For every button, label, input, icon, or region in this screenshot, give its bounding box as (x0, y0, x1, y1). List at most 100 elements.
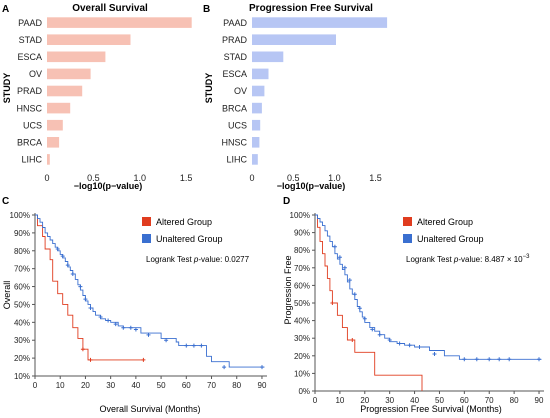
chart-d-unaltered-group-censor-mark (487, 357, 492, 362)
chart-a-category-label: PAAD (18, 18, 42, 28)
chart-c-unaltered-group-censor-mark (146, 332, 151, 337)
chart-c-xlabel: Overall Survival (Months) (99, 404, 200, 414)
chart-b-title: Progression Free Survival (249, 3, 373, 14)
chart-d-altered-group-censor-mark (330, 301, 335, 305)
chart-d-unaltered-group-censor-mark (417, 345, 422, 349)
chart-a-bar-hnsc (47, 102, 71, 114)
panel-letter-b: B (203, 4, 210, 15)
chart-c-x-tick-label: 60 (182, 381, 191, 390)
chart-c-unaltered-group-censor-mark (98, 315, 103, 319)
chart-b-tick-label: 1.5 (369, 173, 382, 183)
chart-c-ylabel: Overall (2, 281, 12, 310)
chart-d-unaltered-group-censor-mark (357, 306, 362, 311)
chart-b-bar-ov (252, 85, 265, 97)
chart-c-x-tick-label: 80 (232, 381, 241, 390)
panel-letter-d: D (283, 196, 290, 207)
chart-c-y-tick-label: 10% (14, 372, 30, 381)
legend-d-altered-label: Altered Group (417, 217, 473, 227)
chart-d-x-tick-label: 0 (313, 396, 318, 405)
panel-b: Progression Free Survival STUDY −log10(p… (204, 3, 388, 191)
chart-a-category-label: STAD (19, 35, 43, 45)
chart-d-logrank-annotation: Logrank Test p-value: 8.487 × 10−3 (406, 254, 530, 264)
chart-d-altered-group-censor-mark (350, 338, 355, 342)
chart-c-unaltered-group-censor-mark (65, 263, 70, 268)
chart-a-bar-lihc (47, 154, 50, 165)
chart-a-category-label: ESCA (17, 52, 42, 62)
legend-c-unaltered-label: Unaltered Group (156, 234, 223, 244)
chart-a-tick-label: 0.5 (87, 173, 100, 183)
chart-c-x-tick-label: 40 (131, 381, 140, 390)
chart-c-unaltered-group-censor-mark (121, 325, 126, 330)
chart-c-y-tick-label: 100% (10, 211, 30, 220)
legend-d-altered-swatch (403, 217, 412, 226)
chart-b-xlabel: −log10(p−value) (277, 181, 346, 191)
chart-c-logrank-annotation: Logrank Test p-value: 0.0277 (146, 255, 250, 264)
chart-d-y-tick-label: 70% (294, 264, 310, 273)
chart-a-bar-esca (47, 51, 106, 63)
chart-a-xlabel: −log10(p−value) (74, 181, 143, 191)
chart-c-unaltered-group-censor-mark (83, 297, 88, 302)
chart-d-altered-group-curve (315, 214, 423, 391)
chart-c-altered-group-censor-mark (141, 357, 146, 362)
chart-a-tick-label: 1.0 (133, 173, 146, 183)
chart-d-y-tick-label: 0% (298, 387, 310, 396)
chart-d-x-tick-label: 10 (335, 396, 344, 405)
chart-a-category-label: LIHC (21, 155, 42, 165)
legend-d-unaltered-label: Unaltered Group (417, 234, 484, 244)
chart-d-unaltered-group-censor-mark (387, 338, 392, 342)
chart-b-category-label: UCS (228, 120, 247, 130)
chart-b-category-label: HNSC (221, 138, 247, 148)
chart-c-x-tick-label: 70 (207, 381, 216, 390)
chart-c-x-tick-label: 50 (157, 381, 166, 390)
chart-c-plot: 10% 20% 30% 40% 50% 60% 70% 80% 90% 100% 0 10 20 30 40… (10, 211, 267, 390)
chart-d-unaltered-group-censor-mark (507, 357, 512, 362)
chart-b-tick-label: 0.5 (287, 173, 300, 183)
chart-d-plot: 0% 10% 20% 30% 40% 50% 60% 70% 80% 90% 100% 0 10 20 30… (290, 211, 544, 405)
chart-d-ylabel: Progression Free (283, 255, 293, 324)
legend-c-unaltered-swatch (142, 234, 151, 243)
chart-c-y-tick-label: 40% (14, 318, 30, 327)
chart-c-unaltered-group-censor-mark (106, 318, 111, 323)
chart-d-y-tick-label: 90% (294, 229, 310, 238)
chart-d-y-tick-label: 100% (290, 211, 310, 220)
chart-d-unaltered-group-censor-mark (337, 255, 342, 260)
chart-b-tick-label: 1.0 (328, 173, 341, 183)
chart-d-x-tick-label: 40 (410, 396, 419, 405)
chart-b-category-label: PAAD (223, 18, 247, 28)
chart-a-tick-label: 0 (44, 173, 49, 183)
chart-d-x-tick-label: 80 (510, 396, 519, 405)
chart-d-x-tick-label: 70 (485, 396, 494, 405)
chart-c-unaltered-group-censor-mark (199, 343, 204, 348)
chart-b-bar-lihc (252, 154, 258, 165)
chart-d-unaltered-group-censor-mark (462, 357, 467, 362)
chart-a-bar-ucs (47, 119, 63, 131)
chart-a-category-label: UCS (23, 120, 42, 130)
legend-c-altered-label: Altered Group (156, 217, 212, 227)
chart-d-x-tick-label: 90 (535, 396, 544, 405)
chart-c-unaltered-group-censor-mark (60, 254, 65, 259)
chart-d-y-tick-label: 80% (294, 246, 310, 255)
chart-c-y-tick-label: 50% (14, 300, 30, 309)
chart-c-unaltered-group-censor-mark (70, 272, 75, 276)
chart-c-unaltered-group-censor-mark (260, 365, 264, 370)
chart-d-x-tick-label: 30 (385, 396, 394, 405)
chart-b-bar-esca (252, 68, 269, 80)
chart-d-y-tick-label: 40% (294, 317, 310, 326)
chart-a-bar-ov (47, 68, 91, 80)
chart-c-unaltered-group-censor-mark (113, 322, 118, 327)
chart-c-y-tick-label: 90% (14, 229, 30, 238)
panel-d: Progression Free Progression Free Surviv… (283, 211, 544, 414)
chart-d-unaltered-group-censor-mark (362, 316, 367, 321)
chart-b-bar-paad (252, 17, 388, 28)
chart-d-unaltered-group-censor-mark (370, 327, 375, 332)
chart-d-y-tick-label: 30% (294, 334, 310, 343)
panel-c: Overall Overall Survival (Months) 10% 20%… (2, 211, 267, 414)
chart-d-unaltered-group-censor-mark (474, 357, 479, 362)
chart-d-unaltered-group-censor-mark (537, 357, 541, 362)
chart-d-unaltered-group-censor-mark (352, 292, 357, 297)
chart-d-y-tick-label: 20% (294, 352, 310, 361)
chart-d-unaltered-group-censor-mark (347, 278, 352, 283)
chart-d-xlabel: Progression Free Survival (Months) (360, 404, 502, 414)
chart-c-unaltered-group-censor-mark (164, 338, 169, 343)
